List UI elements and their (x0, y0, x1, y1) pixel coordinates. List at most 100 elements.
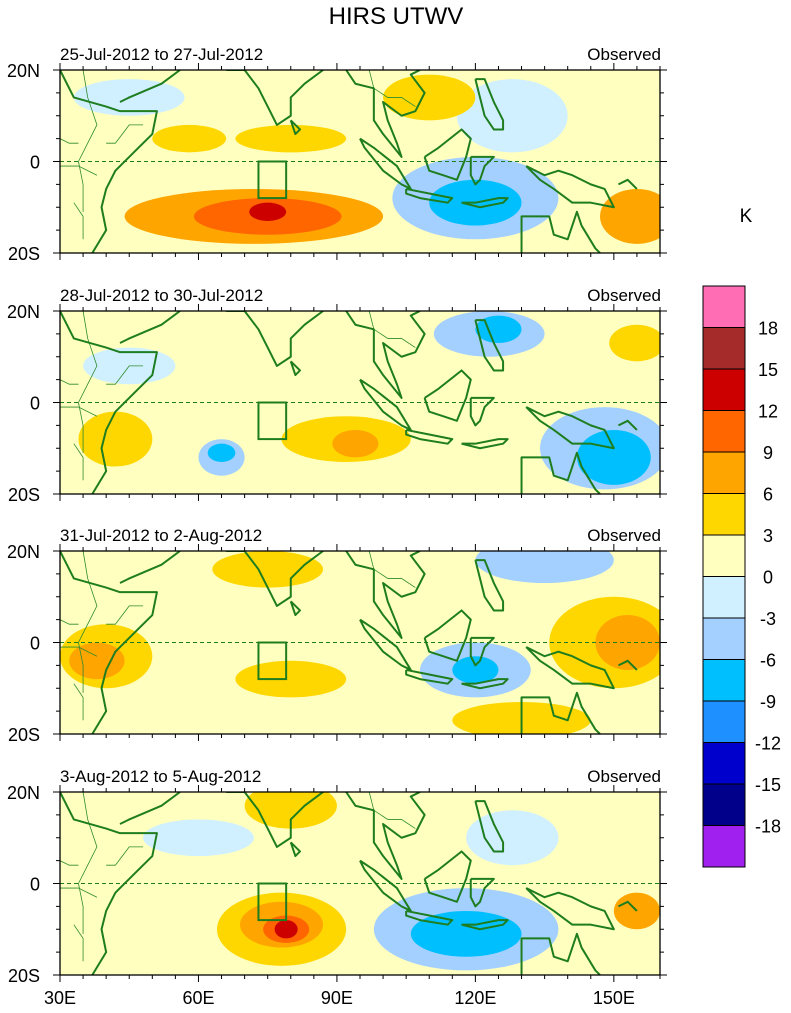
panel-date-range: 31-Jul-2012 to 2-Aug-2012 (60, 526, 262, 545)
country-border (73, 202, 84, 240)
country-border (73, 683, 84, 721)
country-border (60, 887, 98, 898)
country-border (368, 792, 416, 829)
anomaly-contour (456, 79, 568, 153)
panel-date-range: 25-Jul-2012 to 27-Jul-2012 (60, 45, 263, 64)
coastline (289, 841, 301, 858)
anomaly-contour (244, 792, 337, 829)
country-border (106, 846, 144, 866)
colorbar-swatch (702, 410, 746, 453)
lat-tick-label: 20N (7, 542, 40, 562)
anomaly-contour (452, 656, 499, 684)
anomaly-contour (600, 188, 660, 244)
coastline (469, 636, 495, 667)
lat-tick-label: 0 (30, 875, 40, 895)
coastline (345, 70, 426, 158)
coastline (226, 311, 324, 367)
colorbar-label: -9 (760, 692, 776, 712)
panel-date-range: 28-Jul-2012 to 30-Jul-2012 (60, 286, 263, 305)
coastline (461, 919, 509, 931)
coastline (525, 887, 615, 931)
target-box (257, 882, 288, 922)
country-border (60, 646, 98, 657)
coastline (474, 78, 505, 131)
coastline (345, 551, 426, 639)
units-label: K (740, 206, 753, 227)
lat-tick-label: 0 (30, 394, 40, 414)
country-border (73, 443, 84, 481)
anomaly-field (60, 70, 660, 253)
colorbar-label: 6 (763, 485, 773, 505)
colorbar-swatch (702, 327, 746, 370)
colorbar-swatch (702, 659, 746, 702)
map-panel: 20N 0 20S 25-Jul-2012 to 27-Jul-2012 Observe… (7, 45, 667, 264)
coastline (226, 792, 324, 848)
lat-tick-label: 20N (7, 302, 40, 322)
colorbar-label: -6 (760, 651, 776, 671)
coastline (405, 187, 454, 204)
colorbar-label: 18 (758, 319, 778, 339)
lon-tick-label: 90E (321, 988, 353, 1008)
coastline (423, 850, 472, 903)
anomaly-contour (475, 551, 614, 584)
lon-tick-label: 150E (593, 988, 635, 1008)
coastline (60, 792, 158, 975)
country-border (60, 619, 79, 625)
anomaly-contour (235, 660, 347, 698)
coastline (289, 119, 301, 136)
colorbar-swatch (702, 783, 746, 826)
anomaly-field (60, 792, 660, 975)
coastline (60, 551, 158, 734)
country-border (60, 406, 98, 417)
coastline (289, 600, 301, 617)
country-border (78, 792, 98, 934)
country-border (78, 311, 98, 453)
panel-date-range: 3-Aug-2012 to 5-Aug-2012 (60, 767, 261, 786)
coastline (520, 691, 601, 734)
anomaly-contour (69, 642, 125, 680)
lat-tick-label: 0 (30, 153, 40, 173)
coastline (423, 369, 472, 422)
coastline (119, 70, 181, 103)
anomaly-contour (466, 810, 559, 866)
anomaly-contour (274, 920, 298, 939)
anomaly-contour (609, 324, 660, 362)
colorbar-swatch (702, 451, 746, 494)
country-border (78, 70, 98, 212)
coastline (289, 360, 301, 377)
country-border (106, 124, 144, 144)
country-border (73, 924, 84, 962)
panel-label: Observed (587, 286, 661, 305)
country-border (78, 551, 98, 693)
country-border (106, 605, 144, 625)
coastline (618, 659, 638, 671)
coastline (474, 319, 505, 372)
anomaly-contour (249, 202, 287, 221)
lat-tick-label: 20S (8, 966, 40, 986)
lat-tick-label: 20N (7, 61, 40, 81)
coastline (359, 859, 412, 912)
colorbar-label: 0 (763, 568, 773, 588)
coastline (423, 609, 472, 662)
anomaly-contour (212, 551, 324, 588)
coastline (405, 909, 454, 926)
target-box (257, 401, 288, 441)
country-border (368, 551, 416, 588)
colorbar-swatch (702, 742, 746, 785)
country-border (368, 311, 416, 348)
colorbar-label: 3 (763, 526, 773, 546)
colorbar-swatch (702, 493, 746, 536)
anomaly-contour (143, 819, 254, 857)
coastline (520, 932, 601, 975)
anomaly-field (60, 551, 660, 734)
coastline (461, 678, 509, 690)
panel-label: Observed (587, 767, 661, 786)
coastline (359, 137, 412, 190)
lat-tick-label: 0 (30, 634, 40, 654)
coastline (119, 792, 181, 825)
coastline (226, 70, 324, 126)
colorbar-label: -3 (760, 609, 776, 629)
country-border (60, 379, 79, 385)
lat-tick-label: 20S (8, 244, 40, 264)
